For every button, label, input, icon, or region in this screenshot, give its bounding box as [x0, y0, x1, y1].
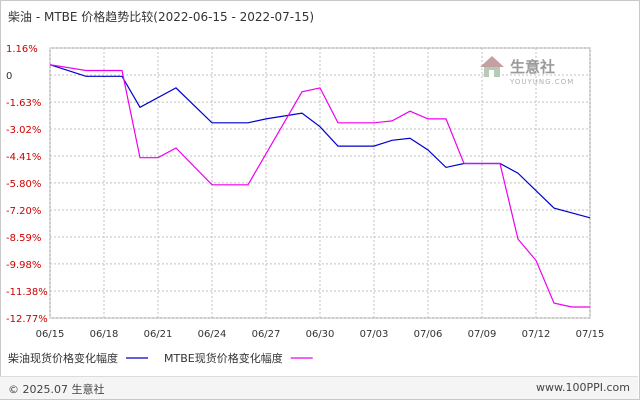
y-tick-label: -3.02% [6, 125, 41, 136]
y-tick-label: -5.80% [6, 179, 41, 190]
series [49, 64, 591, 308]
y-tick-label: -7.20% [6, 206, 41, 217]
x-tick-label: 07/09 [468, 329, 497, 340]
house-logo-icon [480, 56, 504, 77]
x-tick-label: 07/15 [576, 329, 605, 340]
axes: 1.16% 0 -1.63% -3.02% -4.41% -5.80% -7.20% -8.5… [6, 44, 604, 340]
y-tick-label: -11.38% [6, 287, 48, 298]
x-tick-label: 06/24 [198, 329, 227, 340]
x-tick-label: 07/03 [360, 329, 389, 340]
watermark: 生意社 YOUYUNG.COM [480, 56, 574, 86]
footer-bar: © 2025.07 生意社 www.100PPI.com [0, 376, 638, 399]
copyright-text: © 2025.07 生意社 [8, 383, 105, 396]
x-tick-label: 07/12 [522, 329, 551, 340]
y-tick-label: -8.59% [6, 233, 41, 244]
y-tick-label: -9.98% [6, 260, 41, 271]
x-tick-label: 06/18 [90, 329, 119, 340]
x-tick-label: 06/27 [252, 329, 281, 340]
mtbe-series-line [49, 64, 590, 308]
chart-title: 柴油 - MTBE 价格趋势比较(2022-06-15 - 2022-07-15… [8, 10, 315, 24]
legend: 柴油现货价格变化幅度 MTBE现货价格变化幅度 [8, 351, 313, 365]
y-tick-label: -4.41% [6, 152, 41, 163]
site-link[interactable]: www.100PPI.com [536, 381, 630, 394]
x-tick-label: 07/06 [414, 329, 443, 340]
y-tick-label: 1.16% [6, 44, 38, 55]
y-tick-label: -12.77% [6, 314, 48, 325]
x-tick-label: 06/15 [36, 329, 65, 340]
grid [49, 47, 591, 319]
x-tick-label: 06/30 [306, 329, 335, 340]
diesel-legend-label: 柴油现货价格变化幅度 [8, 351, 118, 365]
mtbe-legend-label: MTBE现货价格变化幅度 [164, 351, 283, 365]
watermark-name: 生意社 [510, 58, 555, 76]
y-tick-label: 0 [6, 71, 12, 82]
watermark-url: YOUYUNG.COM [509, 78, 574, 86]
x-tick-label: 06/21 [144, 329, 173, 340]
y-tick-label: -1.63% [6, 98, 41, 109]
